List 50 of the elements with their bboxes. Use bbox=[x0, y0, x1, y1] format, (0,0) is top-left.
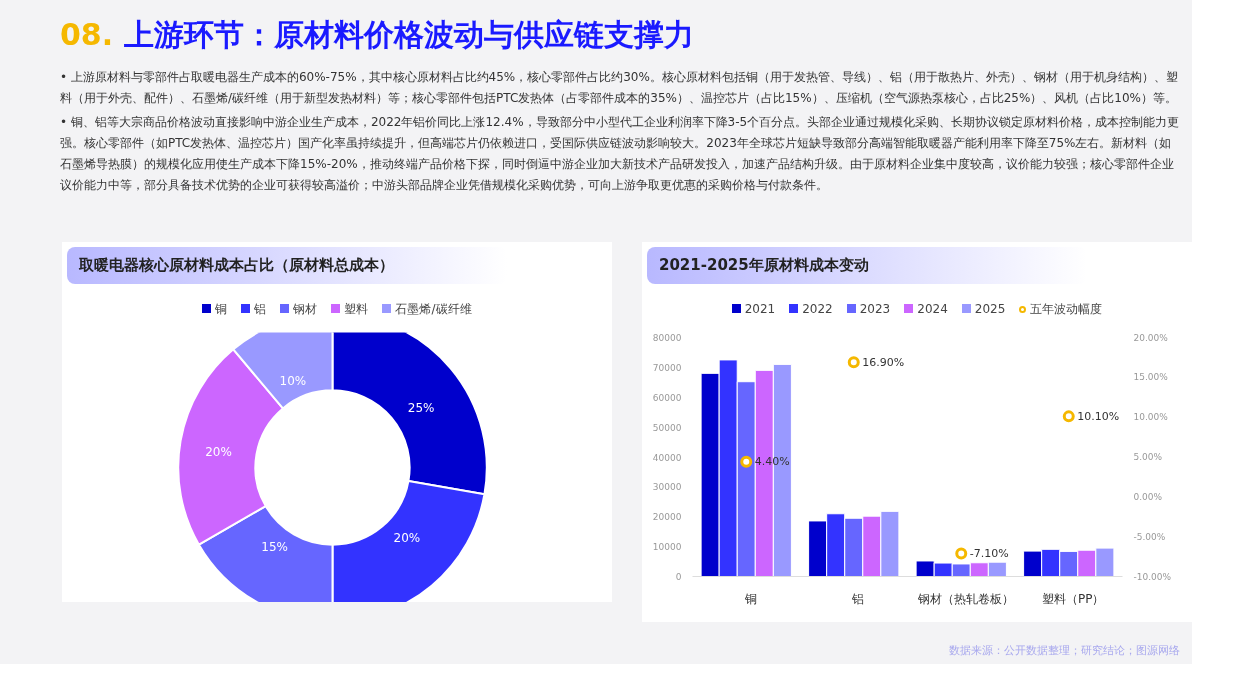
y-tick-label: 80000 bbox=[652, 333, 682, 343]
point bbox=[740, 455, 753, 468]
data-label: 4.40% bbox=[754, 455, 790, 469]
point bbox=[1062, 410, 1075, 423]
y2-tick-label: 0.00% bbox=[1133, 491, 1163, 502]
chart-title: 2021-2025年原材料成本变动 bbox=[647, 247, 1087, 285]
point bbox=[847, 356, 860, 369]
legend-label: 铝 bbox=[253, 302, 267, 316]
data-label: -7.10% bbox=[969, 546, 1009, 560]
y2-tick-label: 20.00% bbox=[1133, 332, 1169, 343]
y2-tick-label: -5.00% bbox=[1133, 531, 1166, 542]
legend-label: 塑料 bbox=[343, 302, 369, 316]
legend-label: 2022 bbox=[801, 302, 833, 316]
legend-label: 2025 bbox=[973, 302, 1006, 316]
legend-label: 石墨烯/碳纤维 bbox=[394, 302, 472, 316]
y-tick-label: 10000 bbox=[652, 542, 682, 553]
x-tick-label: 铜 bbox=[743, 591, 758, 608]
legend-label: 铜 bbox=[214, 302, 228, 316]
y-tick-label: 70000 bbox=[652, 362, 682, 373]
y-tick-label: 50000 bbox=[652, 422, 682, 433]
y2-tick-label: -10.00% bbox=[1133, 571, 1172, 582]
y-tick-label: 60000 bbox=[652, 392, 682, 403]
y2-tick-label: 10.00% bbox=[1133, 412, 1169, 423]
text: • 上游原材料与零部件占取暖电器生产成本的60%-75%，其中核心原材料占比约45%，核心零部件占比约30%。核心原材料包括铜（用于发热管、导线）、铝（用于散热片、外壳）、钢材（用于机身结构）、塑料（用于外壳、配件）、石墨烯/碳纤维（用于新型发热材料）等；核心零部件包括PTC发热体（占零部件成本的35%）、温控芯片（占比15%）、压缩机（空气源热泵核心，占比25%）、风机（占比10%）等。 bbox=[60, 68, 1179, 107]
y-tick-label: 0 bbox=[675, 572, 682, 582]
legend-label: 钢材 bbox=[292, 302, 318, 316]
data-label: 20% bbox=[393, 531, 421, 546]
text: • 铜、铝等大宗商品价格波动直接影响中游企业生产成本，2022年铝价同比上涨12.4%，导致部分中小型代工企业利润率下降3-5个百分点。头部企业通过规模化采购、长期协议锁定原材料价格，成本控制能力更强。核心零部件（如PTC发热体、温控芯片）国产化率虽持续提升，但高端芯片仍依赖进口，受国际供应链波动影响较大。2023年全球芯片短缺导致部分高端智能取暖器产能利用率下降至75%左右。新材料（如石墨烯导热膜）的规模化应用使生产成本下降15%-20%，推动终端产品价格下探，同时倒逼中游企业加大新技术产品研发投入，加速产品结构升级。由于原材料企业集中度较高，议价能力较强；核心零部件企业议价能力中等，部分具备技术优势的企业可获得较高溢价；中游头部品牌企业凭借规模化采购优势，可向上游争取更优惠的采购价格与付款条件。 bbox=[60, 113, 1180, 194]
data-label: 16.90% bbox=[862, 355, 905, 369]
data-label: 10% bbox=[279, 374, 307, 389]
chart-title: 取暖电器核心原材料成本占比（原材料总成本） bbox=[67, 247, 507, 285]
point bbox=[955, 547, 968, 560]
y2-tick-label: 15.00% bbox=[1133, 372, 1169, 383]
data-label: 15% bbox=[261, 540, 288, 555]
legend-label: 2024 bbox=[916, 302, 948, 316]
text: 08. 上游环节：原材料价格波动与供应链支撑力 bbox=[60, 17, 694, 52]
data-label: 10.10% bbox=[1077, 409, 1120, 423]
y-tick-label: 20000 bbox=[652, 512, 682, 523]
x-tick-label: 塑料（PP） bbox=[1041, 592, 1105, 606]
data-label: 25% bbox=[407, 401, 435, 416]
legend-label: 2023 bbox=[858, 302, 891, 316]
source-note: 数据来源：公开数据整理；研究结论；图源网络 bbox=[948, 643, 1180, 659]
legend-label: 2021 bbox=[743, 302, 776, 316]
x-tick-label: 铝 bbox=[852, 592, 865, 606]
data-label: 20% bbox=[205, 444, 232, 459]
x-tick-label: 钢材（热轧卷板） bbox=[916, 591, 1015, 608]
y-tick-label: 40000 bbox=[652, 452, 682, 463]
legend-label: 五年波动幅度 bbox=[1029, 302, 1103, 316]
y2-tick-label: 5.00% bbox=[1133, 452, 1163, 462]
y-tick-label: 30000 bbox=[652, 482, 682, 493]
